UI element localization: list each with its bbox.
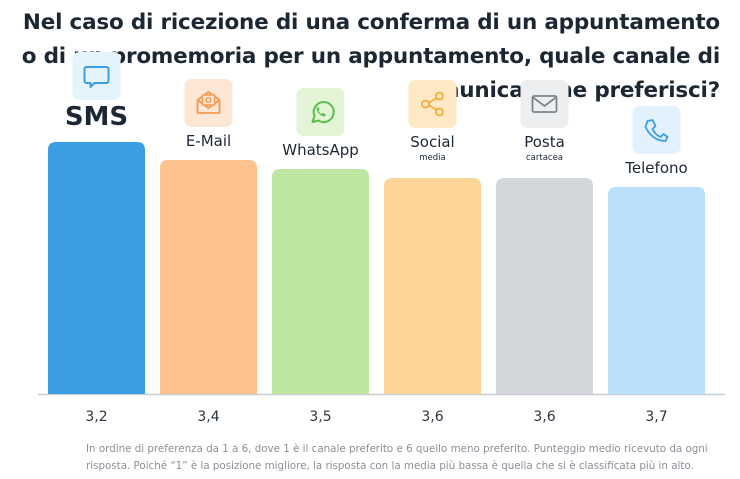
bar-sms (48, 142, 145, 394)
category-label: SMS (65, 102, 128, 132)
category-label: E-Mail (186, 132, 231, 150)
value-label: 3,4 (197, 409, 219, 425)
bar-whatsapp (272, 169, 369, 394)
bar-e-mail (160, 160, 257, 394)
whatsapp-icon (296, 88, 345, 136)
category-label: Social (410, 133, 454, 151)
value-label: 3,7 (645, 409, 667, 425)
category-sublabel: cartacea (526, 153, 563, 163)
value-label: 3,5 (309, 409, 331, 425)
category-label: Posta (524, 133, 565, 151)
category-label: Telefono (624, 159, 687, 177)
phone-icon (632, 106, 681, 154)
chat-bubble-icon (72, 52, 121, 100)
bar-posta (496, 178, 593, 394)
chart-title: Nel caso di ricezione di una conferma di… (21, 10, 720, 103)
envelope-at-icon (184, 79, 233, 127)
value-label: 3,2 (85, 409, 107, 425)
value-label: 3,6 (421, 409, 443, 425)
share-icon (408, 80, 457, 128)
footnote: In ordine di preferenza da 1 a 6, dove 1… (86, 443, 708, 472)
mail-icon (520, 80, 569, 128)
value-label: 3,6 (533, 409, 555, 425)
bar-chart: 3,2 SMS 3,4 E-Mail 3,5 WhatsApp 3,6 Social media… (38, 52, 725, 425)
category-sublabel: media (419, 153, 445, 163)
bar-social (384, 178, 481, 394)
bar-telefono (608, 187, 705, 394)
category-label: WhatsApp (282, 141, 359, 159)
